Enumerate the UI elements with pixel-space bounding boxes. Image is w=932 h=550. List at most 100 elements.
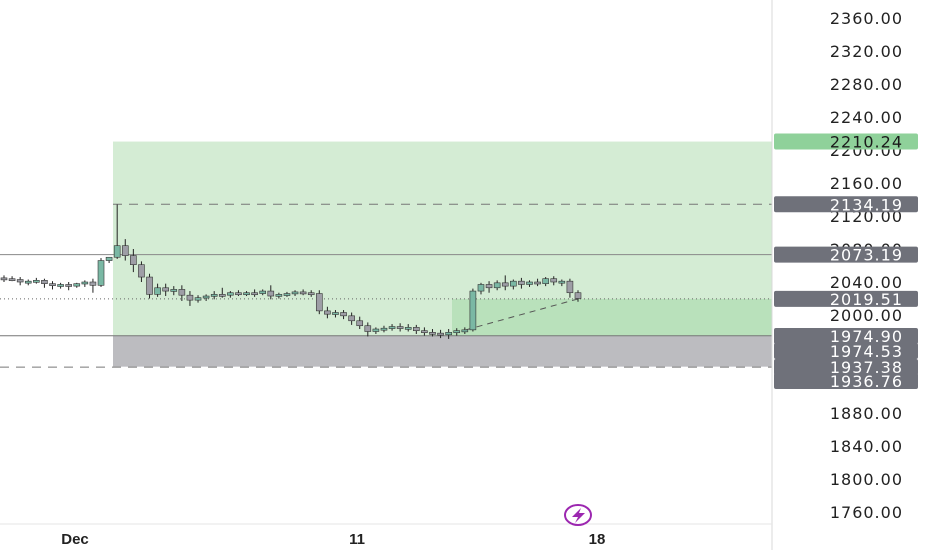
candles [0,204,582,339]
price-badge-label: 1936.76 [830,372,903,391]
candle-body [526,281,533,285]
candle-body [227,292,234,296]
candle-body [299,291,307,295]
candle-body [235,292,242,296]
candle-body [485,284,493,289]
y-tick-label: 2320.00 [830,42,903,61]
candle-body [24,280,32,284]
candle-body [97,260,105,286]
y-tick-label: 2160.00 [830,174,903,193]
candle-body [510,280,517,287]
candle-body [453,330,461,333]
candle-body [469,290,477,331]
candle-body [501,282,509,287]
candle-body [202,295,210,299]
candle-body [154,287,161,295]
candle-body [404,327,412,330]
y-tick-label: 2000.00 [830,306,903,325]
price-badge-label: 2210.24 [830,133,903,152]
candle-body [210,294,218,297]
candle-body [388,326,396,329]
price-axis: 2360.002320.002280.002240.002200.002160.… [0,0,903,550]
candle-body [437,332,444,336]
x-tick-label: 18 [589,531,606,548]
x-tick-label: 11 [349,531,365,548]
candle-body [275,294,283,297]
candle-body [307,292,315,296]
price-badge-label: 1937.38 [830,358,903,377]
candle-body [0,277,8,281]
time-axis: Dec 11 18 [61,531,605,548]
lightning-glyph [572,508,585,523]
candle-body [243,292,250,296]
candle-body [162,287,169,292]
candle-body [413,327,420,331]
y-tick-label: 2040.00 [830,273,903,292]
candle-body [429,332,436,335]
candle-body [534,281,541,285]
y-tick-label: 2360.00 [830,9,903,28]
candle-body [493,282,501,289]
candle-body [348,315,355,322]
candle-body [421,330,428,333]
price-levels [0,203,772,368]
lightning-bolt-icon[interactable] [564,504,592,526]
position-zones [113,141,772,367]
price-badge [774,196,918,213]
candle-body [380,327,388,331]
projection-line [465,298,579,331]
candle-body [73,283,81,287]
candle-body [291,291,299,295]
candle-body [89,281,97,286]
candle-body [130,255,137,265]
candle-body [574,292,582,299]
candle-body [542,278,549,284]
candle-body [356,320,364,327]
y-tick-label: 1880.00 [830,404,903,423]
y-tick-label: 2280.00 [830,75,903,94]
price-badge [774,133,918,150]
candle-body [65,284,72,287]
price-badge-label: 2019.51 [830,290,903,309]
y-tick-label: 2240.00 [830,108,903,127]
candle-body [16,279,24,283]
candle-body [146,276,153,295]
candle-body [558,280,566,284]
price-badge-label: 2134.19 [830,195,903,214]
candle-body [445,332,452,336]
candle-body [477,284,485,292]
candle-body [267,290,275,297]
y-tick-label: 1800.00 [830,470,903,489]
price-badge-label: 1974.53 [830,342,903,361]
candle-body [170,289,178,292]
candle-body [518,280,525,285]
y-tick-label: 1760.00 [830,503,903,522]
candle-body [461,329,469,333]
candle-body [57,284,64,287]
active-profit-zone [452,298,772,336]
candle-body [364,325,372,332]
candle-body [105,256,113,261]
price-badge [774,246,918,263]
candle-body [259,290,267,294]
candle-body [251,292,258,296]
candle-body [138,264,145,278]
candle-body [8,278,16,282]
candle-body [113,245,121,258]
candle-body [396,326,404,329]
candle-body [178,289,186,296]
price-badge [774,290,918,307]
candle-body [121,245,129,256]
price-badge-label: 1974.90 [830,327,903,346]
candle-body [550,278,558,283]
candle-body [218,294,226,297]
candle-body [332,312,339,315]
candle-body [566,280,574,294]
x-tick-label: Dec [61,531,89,548]
candle-body [194,297,202,301]
candle-body [372,328,380,332]
candle-body [33,280,40,283]
price-badge [774,359,918,375]
candle-body [283,293,291,296]
